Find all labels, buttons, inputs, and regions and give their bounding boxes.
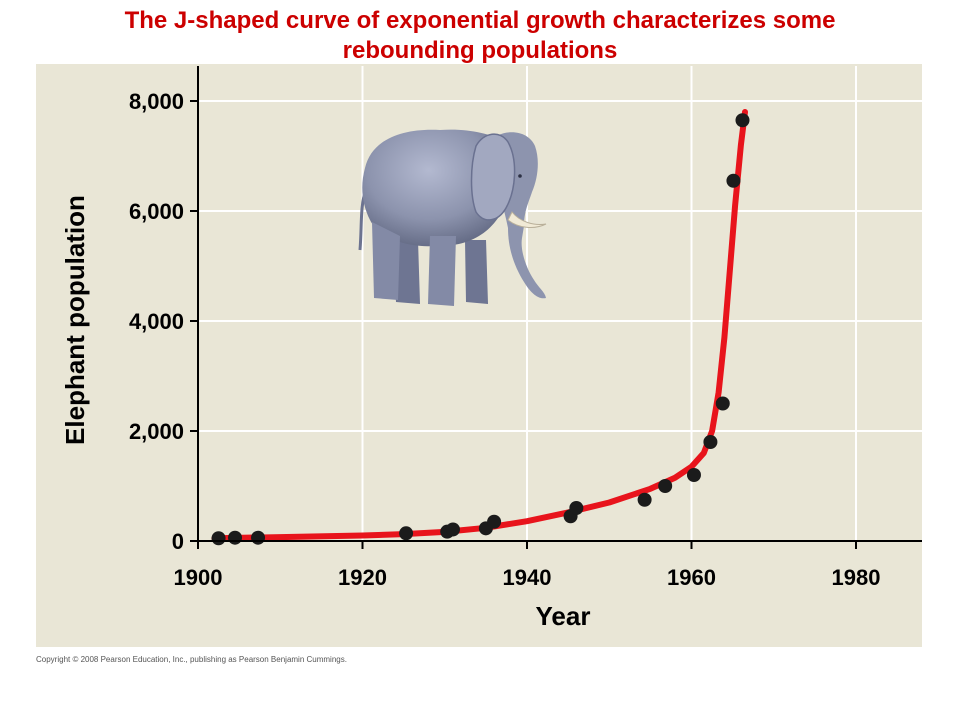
x-tick-label-0: 1900 — [174, 565, 223, 590]
chart-title-line2: rebounding populations — [342, 37, 618, 64]
elephant-illustration — [358, 129, 547, 306]
data-point-15 — [726, 173, 741, 188]
data-point-1 — [228, 530, 243, 545]
x-tick-label-1: 1920 — [338, 565, 387, 590]
y-tick-label-3: 6,000 — [129, 199, 184, 224]
y-tick-label-4: 8,000 — [129, 89, 184, 114]
data-point-9 — [569, 501, 584, 515]
y-tick-label-2: 4,000 — [129, 309, 184, 334]
chart-title-line1: The J-shaped curve of exponential growth… — [124, 7, 836, 34]
y-tick-label-1: 2,000 — [129, 419, 184, 444]
data-point-2 — [251, 530, 266, 545]
copyright-notice: Copyright © 2008 Pearson Education, Inc.… — [36, 655, 347, 664]
data-point-0 — [211, 531, 226, 546]
data-point-11 — [658, 479, 673, 493]
data-point-13 — [703, 435, 718, 449]
data-point-16 — [735, 113, 750, 128]
x-tick-label-3: 1960 — [667, 565, 716, 590]
y-tick-label-0: 0 — [172, 529, 184, 554]
data-point-5 — [445, 522, 460, 537]
data-point-7 — [487, 514, 502, 529]
x-tick-label-2: 1940 — [503, 565, 552, 590]
x-axis-label: Year — [536, 601, 591, 631]
data-point-3 — [399, 526, 414, 541]
y-axis-label: Elephant population — [60, 195, 90, 445]
data-point-12 — [686, 468, 701, 482]
x-tick-label-4: 1980 — [832, 565, 881, 590]
gridlines — [198, 66, 922, 541]
data-point-14 — [715, 396, 730, 411]
data-point-10 — [637, 492, 652, 507]
chart-title: The J-shaped curve of exponential growth… — [0, 6, 960, 66]
axis-ticks: 0 2,000 4,000 6,000 8,000 1900 1920 1940 1960 198… — [129, 89, 881, 590]
